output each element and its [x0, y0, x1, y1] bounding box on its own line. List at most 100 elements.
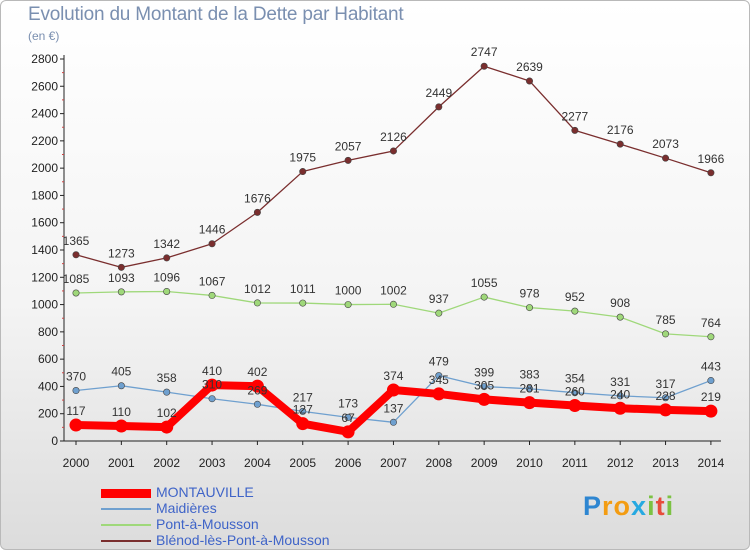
- data-point: [480, 293, 488, 301]
- data-label: 952: [565, 290, 585, 304]
- legend-swatch: [101, 488, 151, 498]
- data-point: [571, 126, 579, 134]
- data-point: [613, 401, 627, 415]
- data-point: [707, 377, 715, 385]
- data-point: [205, 378, 219, 392]
- data-point: [344, 413, 352, 421]
- data-label: 1002: [380, 283, 407, 297]
- data-point: [250, 379, 264, 393]
- data-label: 110: [112, 405, 131, 419]
- data-point: [568, 399, 582, 413]
- data-label: 1975: [289, 151, 316, 165]
- data-point: [253, 400, 261, 408]
- data-label: 410: [202, 364, 222, 378]
- y-tick-label: 1400: [31, 243, 58, 257]
- data-label: 137: [383, 401, 403, 415]
- x-tick-label: 2014: [698, 456, 725, 470]
- x-tick-label: 2005: [289, 456, 316, 470]
- data-label: 345: [429, 373, 449, 387]
- data-point: [299, 299, 307, 307]
- data-point: [72, 387, 80, 395]
- data-label: 173: [338, 396, 358, 410]
- data-point: [662, 330, 670, 338]
- data-label: 260: [565, 385, 585, 399]
- data-point: [523, 396, 536, 410]
- y-tick-label: 200: [38, 407, 58, 421]
- logo-letter: P: [583, 491, 603, 521]
- x-tick-label: 2001: [108, 456, 135, 470]
- data-label: 370: [66, 370, 86, 384]
- data-label: 219: [701, 390, 721, 404]
- legend-label: Maidières: [156, 500, 217, 516]
- data-label: 1096: [153, 270, 180, 284]
- data-label: 1966: [698, 152, 725, 166]
- data-label: 269: [247, 383, 267, 397]
- data-point: [160, 420, 174, 434]
- data-point: [616, 313, 624, 321]
- data-label: 2073: [652, 137, 679, 151]
- data-point: [659, 403, 673, 417]
- data-label: 305: [474, 378, 494, 392]
- data-label: 102: [157, 406, 177, 420]
- data-point: [163, 254, 171, 262]
- data-label: 908: [610, 296, 630, 310]
- data-point: [117, 288, 125, 296]
- data-point: [480, 383, 488, 391]
- data-point: [341, 425, 355, 439]
- data-point: [389, 300, 397, 308]
- data-label: 354: [565, 372, 585, 386]
- data-label: 281: [519, 382, 539, 396]
- data-point: [707, 169, 715, 177]
- data-label: 1446: [199, 223, 226, 237]
- data-point: [616, 392, 624, 400]
- data-point: [389, 418, 397, 426]
- y-tick-label: 800: [38, 325, 58, 339]
- data-label: 937: [429, 292, 449, 306]
- y-tick-label: 0: [51, 434, 58, 448]
- data-label: 117: [66, 404, 85, 418]
- data-point: [344, 301, 352, 309]
- data-label: 317: [656, 377, 676, 391]
- data-label: 443: [701, 360, 721, 374]
- y-tick-label: 1600: [31, 216, 58, 230]
- data-point: [571, 389, 579, 397]
- logo-letter: i: [647, 491, 656, 521]
- x-tick-label: 2008: [425, 456, 452, 470]
- data-label: 1055: [471, 276, 498, 290]
- data-point: [435, 103, 443, 111]
- x-tick-label: 2006: [335, 456, 362, 470]
- data-point: [72, 251, 80, 259]
- data-label: 127: [293, 403, 313, 417]
- data-point: [616, 140, 624, 148]
- x-tick-label: 2002: [153, 456, 180, 470]
- legend-swatch: [101, 524, 151, 526]
- data-point: [525, 385, 533, 393]
- y-tick-label: 2600: [31, 79, 58, 93]
- data-label: 310: [202, 378, 222, 392]
- data-label: 2639: [516, 60, 543, 74]
- legend-label: Pont-à-Mousson: [156, 516, 259, 532]
- data-label: 978: [519, 287, 539, 301]
- data-point: [477, 392, 491, 406]
- data-point: [480, 62, 488, 70]
- logo-letter: o: [613, 491, 632, 521]
- data-point: [571, 307, 579, 315]
- data-label: 358: [157, 371, 177, 385]
- data-point: [299, 168, 307, 176]
- y-tick-label: 1800: [31, 188, 58, 202]
- y-tick-label: 2000: [31, 161, 58, 175]
- data-label: 67: [341, 411, 355, 425]
- data-label: 217: [293, 390, 313, 404]
- x-tick-label: 2007: [380, 456, 407, 470]
- x-tick-label: 2000: [63, 456, 90, 470]
- data-point: [435, 309, 443, 317]
- legend-label: MONTAUVILLE: [156, 484, 254, 500]
- data-point: [208, 395, 216, 403]
- y-tick-label: 2400: [31, 107, 58, 121]
- data-label: 331: [610, 375, 630, 389]
- chart-unit: (en €): [28, 29, 60, 43]
- data-point: [72, 289, 80, 297]
- data-label: 479: [429, 355, 449, 369]
- data-point: [707, 333, 715, 341]
- data-point: [117, 263, 125, 271]
